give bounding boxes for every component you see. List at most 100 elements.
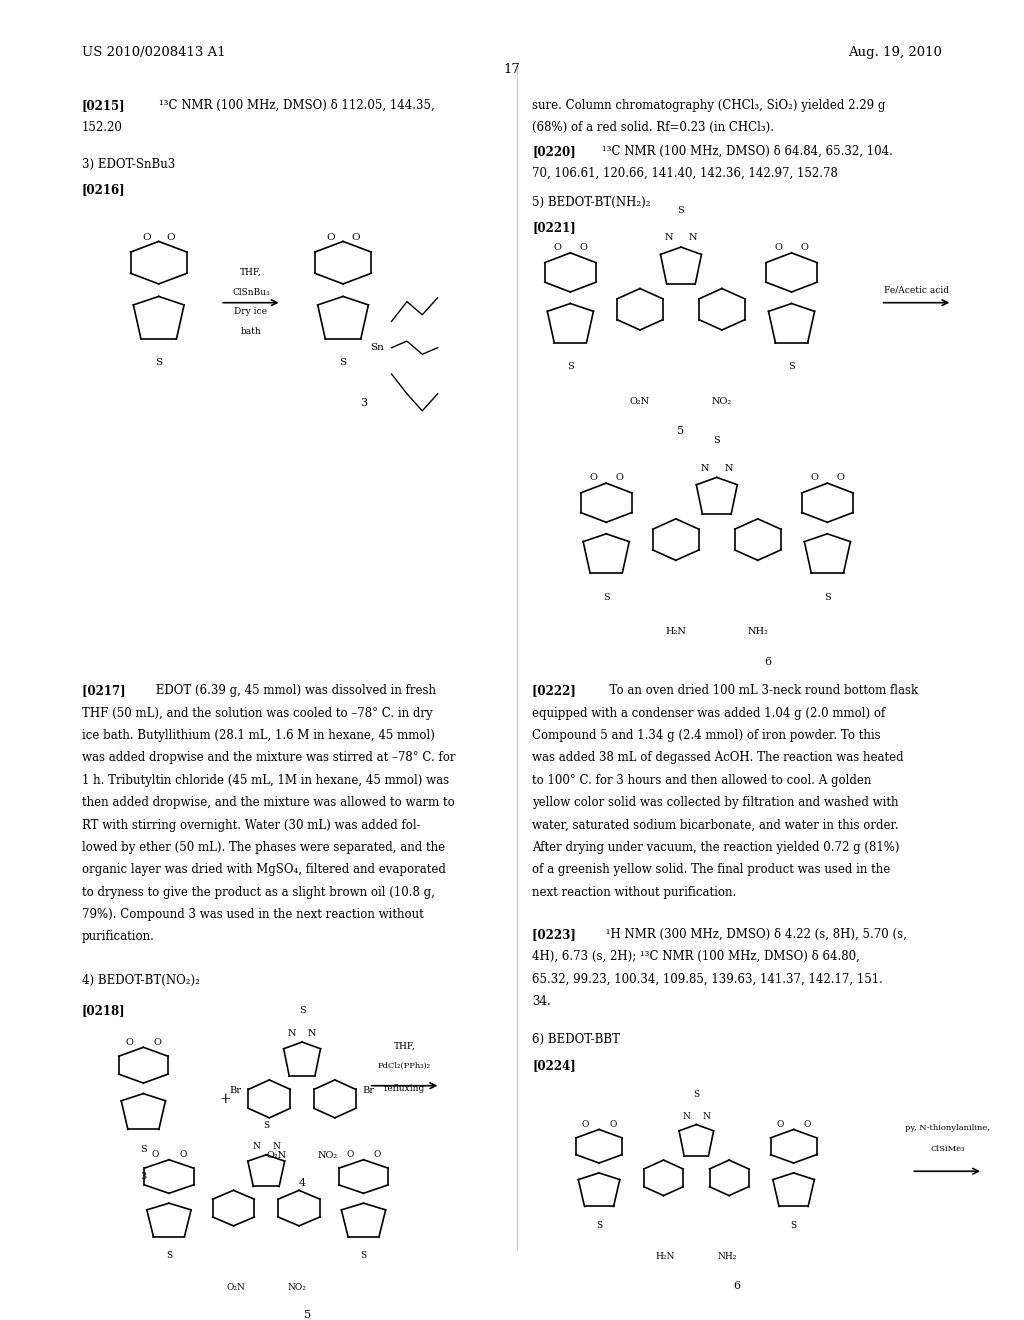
Text: [0220]: [0220] — [532, 145, 577, 158]
Text: to dryness to give the product as a slight brown oil (10.8 g,: to dryness to give the product as a slig… — [82, 886, 435, 899]
Text: [0222]: [0222] — [532, 684, 581, 697]
Text: N: N — [272, 1142, 281, 1151]
Text: S: S — [567, 362, 573, 371]
Text: 1 h. Tributyltin chloride (45 mL, 1M in hexane, 45 mmol) was: 1 h. Tributyltin chloride (45 mL, 1M in … — [82, 774, 450, 787]
Text: 4H), 6.73 (s, 2H); ¹³C NMR (100 MHz, DMSO) δ 64.80,: 4H), 6.73 (s, 2H); ¹³C NMR (100 MHz, DMS… — [532, 950, 860, 964]
Text: S: S — [299, 1006, 305, 1015]
Text: O: O — [609, 1121, 616, 1129]
Text: 79%). Compound 3 was used in the next reaction without: 79%). Compound 3 was used in the next re… — [82, 908, 424, 921]
Text: S: S — [788, 362, 795, 371]
Text: NH₂: NH₂ — [718, 1253, 736, 1262]
Text: O: O — [801, 243, 808, 252]
Text: S: S — [263, 1121, 269, 1130]
Text: purification.: purification. — [82, 931, 155, 944]
Text: NO₂: NO₂ — [317, 1151, 338, 1160]
Text: S: S — [824, 593, 830, 602]
Text: 70, 106.61, 120.66, 141.40, 142.36, 142.97, 152.78: 70, 106.61, 120.66, 141.40, 142.36, 142.… — [532, 168, 839, 180]
Text: N: N — [725, 463, 733, 473]
Text: Compound 5 and 1.34 g (2.4 mmol) of iron powder. To this: Compound 5 and 1.34 g (2.4 mmol) of iron… — [532, 729, 881, 742]
Text: NH₂: NH₂ — [748, 627, 768, 636]
Text: O: O — [154, 1038, 161, 1047]
Text: O: O — [811, 473, 818, 482]
Text: [0223]: [0223] — [532, 928, 581, 941]
Text: S: S — [693, 1090, 699, 1100]
Text: Sn: Sn — [370, 343, 384, 352]
Text: O: O — [126, 1038, 133, 1047]
Text: 4) BEDOT-BT(NO₂)₂: 4) BEDOT-BT(NO₂)₂ — [82, 974, 200, 987]
Text: To an oven dried 100 mL 3-neck round bottom flask: To an oven dried 100 mL 3-neck round bot… — [602, 684, 919, 697]
Text: ¹H NMR (300 MHz, DMSO) δ 4.22 (s, 8H), 5.70 (s,: ¹H NMR (300 MHz, DMSO) δ 4.22 (s, 8H), 5… — [602, 928, 907, 941]
Text: 6: 6 — [765, 656, 771, 667]
Text: S: S — [156, 358, 162, 367]
Text: 3: 3 — [360, 397, 367, 408]
Text: S: S — [360, 1251, 367, 1261]
Text: to 100° C. for 3 hours and then allowed to cool. A golden: to 100° C. for 3 hours and then allowed … — [532, 774, 871, 787]
Text: S: S — [140, 1144, 146, 1154]
Text: N: N — [252, 1142, 260, 1151]
Text: O: O — [152, 1150, 159, 1159]
Text: [0224]: [0224] — [532, 1060, 577, 1072]
Text: O: O — [327, 234, 335, 242]
Text: 65.32, 99.23, 100.34, 109.85, 139.63, 141.37, 142.17, 151.: 65.32, 99.23, 100.34, 109.85, 139.63, 14… — [532, 973, 884, 986]
Text: O: O — [346, 1150, 353, 1159]
Text: N: N — [665, 234, 673, 243]
Text: yellow color solid was collected by filtration and washed with: yellow color solid was collected by filt… — [532, 796, 899, 809]
Text: refluxing: refluxing — [384, 1084, 425, 1093]
Text: N: N — [308, 1030, 316, 1038]
Text: was added 38 mL of degassed AcOH. The reaction was heated: was added 38 mL of degassed AcOH. The re… — [532, 751, 904, 764]
Text: O: O — [554, 243, 561, 252]
Text: 34.: 34. — [532, 995, 551, 1008]
Text: +: + — [219, 1092, 231, 1106]
Text: ClSnBu₃: ClSnBu₃ — [232, 288, 269, 297]
Text: H₂N: H₂N — [656, 1253, 675, 1262]
Text: lowed by ether (50 mL). The phases were separated, and the: lowed by ether (50 mL). The phases were … — [82, 841, 445, 854]
Text: O: O — [837, 473, 844, 482]
Text: O: O — [142, 234, 151, 242]
Text: [0215]: [0215] — [82, 99, 126, 112]
Text: [0221]: [0221] — [532, 220, 577, 234]
Text: O: O — [590, 473, 597, 482]
Text: S: S — [340, 358, 346, 367]
Text: py, N-thionylaniline,: py, N-thionylaniline, — [905, 1123, 989, 1131]
Text: S: S — [791, 1221, 797, 1230]
Text: bath: bath — [241, 327, 261, 337]
Text: RT with stirring overnight. Water (30 mL) was added fol-: RT with stirring overnight. Water (30 mL… — [82, 818, 421, 832]
Text: 6) BEDOT-BBT: 6) BEDOT-BBT — [532, 1034, 621, 1045]
Text: [0217]: [0217] — [82, 684, 130, 697]
Text: ice bath. Butyllithium (28.1 mL, 1.6 M in hexane, 45 mmol): ice bath. Butyllithium (28.1 mL, 1.6 M i… — [82, 729, 435, 742]
Text: PdCl₂(PPh₃)₂: PdCl₂(PPh₃)₂ — [378, 1063, 431, 1071]
Text: After drying under vacuum, the reaction yielded 0.72 g (81%): After drying under vacuum, the reaction … — [532, 841, 900, 854]
Text: O: O — [179, 1150, 186, 1159]
Text: O: O — [775, 243, 782, 252]
Text: S: S — [596, 1221, 602, 1230]
Text: 17: 17 — [504, 63, 520, 77]
Text: 3) EDOT-SnBu3: 3) EDOT-SnBu3 — [82, 158, 175, 170]
Text: S: S — [166, 1251, 172, 1261]
Text: water, saturated sodium bicarbonate, and water in this order.: water, saturated sodium bicarbonate, and… — [532, 818, 899, 832]
Text: THF (50 mL), and the solution was cooled to –78° C. in dry: THF (50 mL), and the solution was cooled… — [82, 706, 432, 719]
Text: [0216]: [0216] — [82, 183, 126, 195]
Text: N: N — [288, 1030, 296, 1038]
Text: [0218]: [0218] — [82, 1005, 126, 1018]
Text: 5) BEDOT-BT(NH₂)₂: 5) BEDOT-BT(NH₂)₂ — [532, 197, 651, 209]
Text: N: N — [689, 234, 697, 243]
Text: organic layer was dried with MgSO₄, filtered and evaporated: organic layer was dried with MgSO₄, filt… — [82, 863, 445, 876]
Text: O: O — [582, 1121, 589, 1129]
Text: then added dropwise, and the mixture was allowed to warm to: then added dropwise, and the mixture was… — [82, 796, 455, 809]
Text: O₂N: O₂N — [266, 1151, 287, 1160]
Text: Dry ice: Dry ice — [234, 308, 267, 317]
Text: Fe/Acetic acid: Fe/Acetic acid — [884, 285, 949, 294]
Text: ClSiMe₃: ClSiMe₃ — [930, 1144, 965, 1152]
Text: O₂N: O₂N — [630, 397, 650, 405]
Text: O: O — [776, 1121, 783, 1129]
Text: was added dropwise and the mixture was stirred at –78° C. for: was added dropwise and the mixture was s… — [82, 751, 456, 764]
Text: 5: 5 — [304, 1309, 310, 1320]
Text: EDOT (6.39 g, 45 mmol) was dissolved in fresh: EDOT (6.39 g, 45 mmol) was dissolved in … — [152, 684, 435, 697]
Text: S: S — [678, 206, 684, 215]
Text: Br: Br — [229, 1086, 242, 1096]
Text: equipped with a condenser was added 1.04 g (2.0 mmol) of: equipped with a condenser was added 1.04… — [532, 706, 886, 719]
Text: O: O — [374, 1150, 381, 1159]
Text: N: N — [702, 1113, 711, 1121]
Text: O: O — [351, 234, 359, 242]
Text: 5: 5 — [678, 426, 684, 437]
